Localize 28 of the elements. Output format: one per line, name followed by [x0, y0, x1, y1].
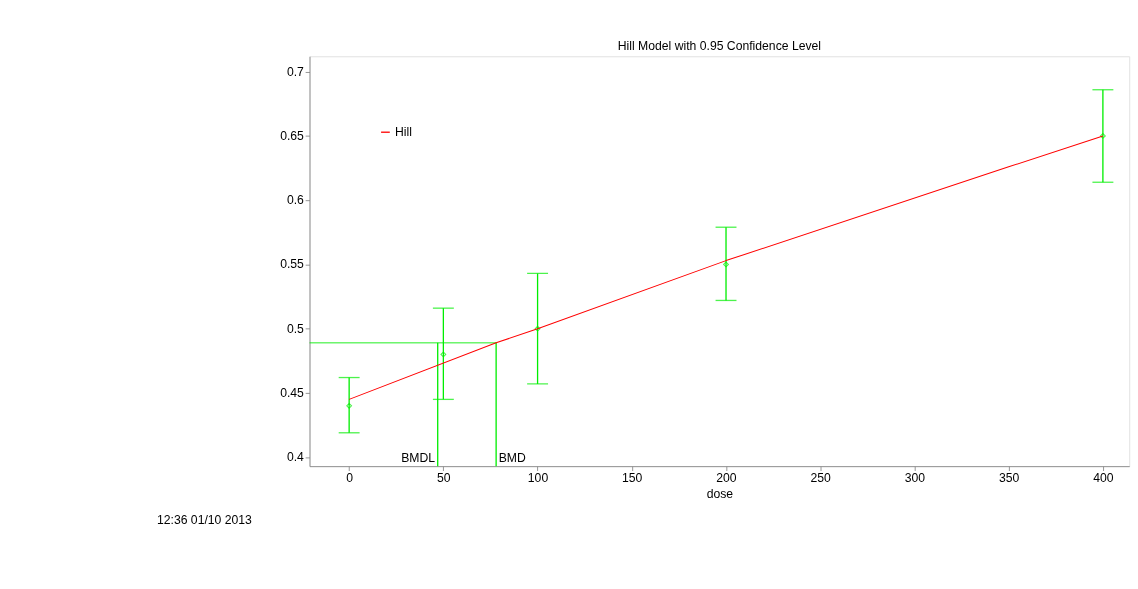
x-tick-label: 350 — [998, 471, 1020, 486]
x-tick-label: 200 — [716, 471, 737, 486]
y-tick-label: 0.55 — [280, 257, 305, 272]
point — [1099, 133, 1106, 139]
x-tick-label: 0 — [346, 471, 354, 486]
x-tick-label: 150 — [622, 471, 643, 486]
line-series — [348, 135, 1104, 400]
x-axis-title: dose — [706, 487, 734, 502]
x-tick-label: 100 — [527, 471, 549, 486]
x-tick-label: 50 — [437, 471, 451, 486]
y-tick-label: 0.45 — [280, 385, 305, 400]
ref-line-label: BMD — [498, 450, 527, 465]
y-tick-label: 0.6 — [286, 193, 305, 208]
legend-label: Hill — [395, 124, 412, 139]
ref-line-label: BMDL — [401, 450, 436, 465]
x-tick-label: 300 — [904, 471, 926, 486]
y-tick-label: 0.65 — [280, 128, 305, 143]
point — [723, 261, 729, 268]
x-tick-label: 250 — [810, 471, 832, 486]
point — [534, 325, 541, 332]
y-tick-label: 0.5 — [286, 321, 305, 336]
x-tick-label: 400 — [1093, 471, 1114, 486]
y-tick-label: 0.4 — [286, 450, 305, 465]
point — [346, 402, 353, 409]
text: 12:36 01/10 2013 — [156, 512, 253, 527]
point — [440, 351, 447, 358]
y-tick-label: 0.7 — [286, 64, 305, 79]
chart-title: Hill Model with 0.95 Confidence Level — [617, 39, 822, 54]
